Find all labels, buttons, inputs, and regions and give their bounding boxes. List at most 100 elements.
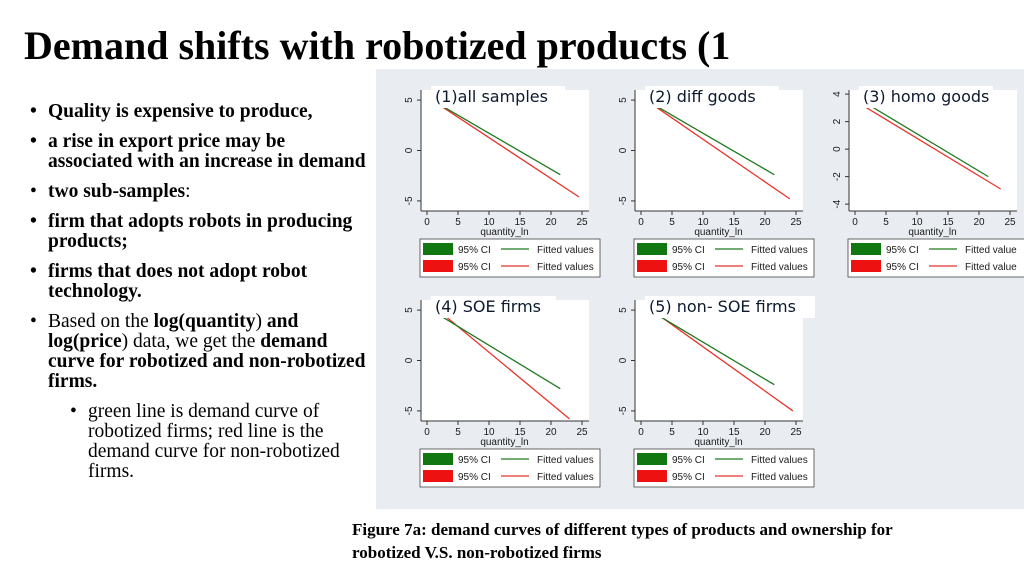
chart-diff-goods: 0 5 10 15 20 25 5 0 -5 quantity_ln (2) diff goods 9…	[618, 86, 815, 278]
legend-label: Fitted values	[537, 245, 594, 256]
legend-label: Fitted values	[537, 262, 594, 273]
slide-title: Demand shifts with robotized products (1	[24, 23, 731, 68]
title-backdrop	[431, 296, 556, 318]
x-tick-label: 0	[638, 427, 644, 438]
y-tick-label: 0	[832, 146, 843, 152]
x-tick-label: 5	[455, 427, 461, 438]
title-backdrop	[645, 296, 815, 318]
x-tick-label: 25	[790, 427, 802, 438]
fitted-line-non-robotized	[645, 99, 791, 200]
legend-label: Fitted values	[751, 455, 808, 466]
bullet-1: Quality is expensive to produce,	[28, 102, 373, 123]
legend-swatch-ci-red	[423, 470, 453, 482]
legend-label: 95% CI	[672, 455, 705, 466]
legend-swatch-ci-green	[637, 243, 667, 255]
chart-soe-firms: 0 5 10 15 20 25 5 0 -5 quantity_ln (4) SOE firms 95…	[404, 296, 601, 488]
x-tick-label: 25	[1004, 217, 1016, 228]
y-tick-label: -5	[404, 406, 415, 415]
x-tick-label: 15	[514, 427, 526, 438]
plot-area	[635, 300, 803, 421]
legend-label: 95% CI	[458, 455, 491, 466]
x-axis-label: quantity_ln	[480, 227, 528, 238]
chart-all-samples: 0 5 10 15 20 25 5 0 -5 quantity_ln (1)all samples 9…	[404, 86, 601, 278]
legend-swatch-ci-green	[423, 243, 453, 255]
chart-title: (3) homo goods	[863, 87, 989, 106]
chart-title: (1)all samples	[435, 87, 548, 106]
legend-label: 95% CI	[458, 245, 491, 256]
bullet-6-p3: ) data, we get the	[121, 331, 261, 352]
x-tick-label: 25	[576, 427, 588, 438]
x-tick-label: 25	[576, 217, 588, 228]
y-tick-label: 0	[404, 147, 415, 153]
x-axis-label: quantity_ln	[694, 227, 742, 238]
x-axis-label: quantity_ln	[694, 437, 742, 448]
fitted-line-non-robotized	[431, 99, 580, 198]
legend-label: Fitted values	[751, 472, 808, 483]
figure-caption: Figure 7a: demand curves of different ty…	[352, 520, 893, 562]
y-tick-label: 4	[832, 91, 843, 97]
y-tick-label: 0	[404, 357, 415, 363]
bullet-4: firm that adopts robots in producing pro…	[28, 212, 373, 252]
chart-title: (4) SOE firms	[435, 297, 541, 316]
y-tick-label: -5	[404, 196, 415, 205]
legend-swatch-ci-red	[637, 260, 667, 272]
sub-bullet-1: green line is demand curve of robotized …	[68, 402, 373, 482]
x-tick-label: 5	[455, 217, 461, 228]
x-tick-label: 0	[852, 217, 858, 228]
bullet-6-b2: and log(price	[48, 311, 299, 352]
chart-title: (2) diff goods	[649, 87, 756, 106]
title-backdrop	[859, 86, 993, 108]
plot-area	[421, 300, 589, 421]
legend-label: Fitted value	[965, 245, 1017, 256]
legend-label: Fitted values	[751, 245, 808, 256]
x-tick-label: 10	[911, 217, 923, 228]
legend-label: 95% CI	[886, 245, 919, 256]
legend-label: 95% CI	[886, 262, 919, 273]
legend-label: 95% CI	[672, 472, 705, 483]
bullet-3-text: two sub-samples	[48, 181, 186, 202]
y-tick-label: -5	[618, 196, 629, 205]
x-tick-label: 15	[942, 217, 954, 228]
legend-swatch-ci-red	[851, 260, 881, 272]
legend-label: Fitted values	[537, 472, 594, 483]
x-tick-label: 25	[790, 217, 802, 228]
fitted-line-non-robotized	[859, 103, 1002, 190]
chart-non-soe-firms: 0 5 10 15 20 25 5 0 -5 quantity_ln (5) non- SOE fi…	[618, 296, 815, 488]
x-tick-label: 0	[424, 427, 430, 438]
x-tick-label: 20	[759, 427, 771, 438]
bullet-2: a rise in export price may be associated…	[28, 132, 373, 172]
y-tick-label: 0	[618, 357, 629, 363]
legend-swatch-ci-green	[851, 243, 881, 255]
x-tick-label: 10	[697, 427, 709, 438]
fitted-line-robotized	[859, 99, 989, 178]
x-axis-label: quantity_ln	[908, 227, 956, 238]
y-tick-label: -4	[832, 199, 843, 208]
title-backdrop	[645, 86, 779, 108]
bullet-3: two sub-samples:	[28, 181, 373, 203]
bullet-list: Quality is expensive to produce, a rise …	[28, 102, 373, 492]
x-tick-label: 20	[545, 217, 557, 228]
legend-swatch-ci-red	[637, 470, 667, 482]
legend-swatch-ci-red	[423, 260, 453, 272]
x-tick-label: 15	[728, 217, 740, 228]
legend-swatch-ci-green	[637, 453, 667, 465]
x-tick-label: 5	[883, 217, 889, 228]
x-tick-label: 15	[514, 217, 526, 228]
y-tick-label: 5	[404, 97, 415, 103]
bullet-6: Based on the log(quantity) and log(price…	[28, 312, 373, 392]
x-tick-label: 10	[697, 217, 709, 228]
y-tick-label: -5	[618, 406, 629, 415]
legend-label: 95% CI	[672, 262, 705, 273]
fitted-line-robotized	[434, 311, 561, 390]
x-tick-label: 10	[483, 217, 495, 228]
x-tick-label: 10	[483, 427, 495, 438]
fitted-line-non-robotized	[645, 305, 794, 412]
x-tick-label: 20	[759, 217, 771, 228]
chart-title: (5) non- SOE firms	[649, 297, 796, 316]
x-tick-label: 5	[669, 427, 675, 438]
bullet-3-suffix: :	[185, 181, 191, 202]
fitted-line-robotized	[431, 99, 561, 176]
y-tick-label: 5	[618, 97, 629, 103]
bullet-6-p2: )	[255, 311, 267, 332]
